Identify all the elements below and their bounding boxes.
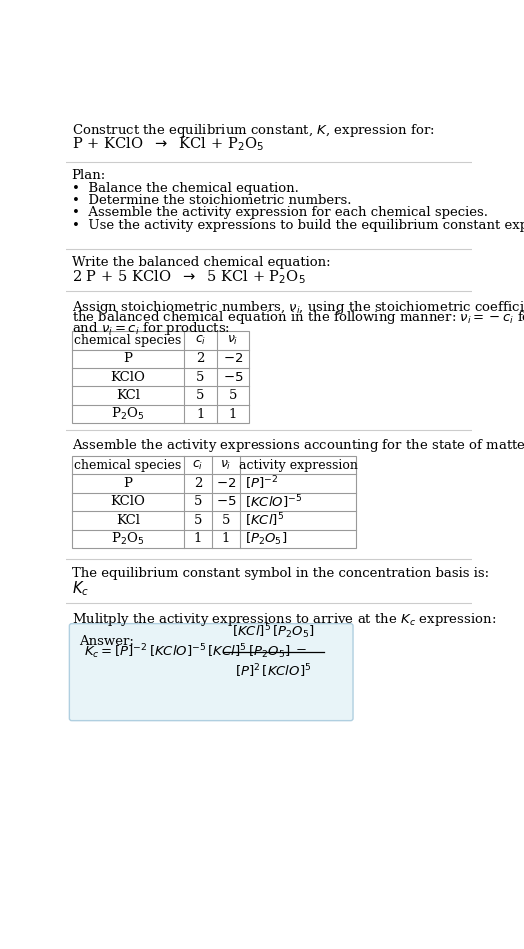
Text: 1: 1 (196, 408, 204, 420)
Text: 5: 5 (228, 389, 237, 402)
Text: P: P (123, 477, 133, 490)
Text: Assign stoichiometric numbers, $\nu_i$, using the stoichiometric coefficients, $: Assign stoichiometric numbers, $\nu_i$, … (72, 299, 524, 316)
Text: 2 P + 5 KClO  $\rightarrow$  5 KCl + P$_2$O$_5$: 2 P + 5 KClO $\rightarrow$ 5 KCl + P$_2$… (72, 269, 305, 287)
Text: $-5$: $-5$ (223, 371, 243, 383)
Text: KCl: KCl (116, 389, 140, 402)
Text: 5: 5 (222, 514, 230, 527)
Text: $-5$: $-5$ (216, 495, 236, 509)
Text: The equilibrium constant symbol in the concentration basis is:: The equilibrium constant symbol in the c… (72, 567, 489, 580)
Text: •  Assemble the activity expression for each chemical species.: • Assemble the activity expression for e… (72, 206, 488, 219)
Text: 1: 1 (228, 408, 237, 420)
Text: $[KClO]^{-5}$: $[KClO]^{-5}$ (245, 493, 302, 511)
Text: $K_c = [P]^{-2}\,[KClO]^{-5}\,[KCl]^5\,[P_2O_5]\; =$: $K_c = [P]^{-2}\,[KClO]^{-5}\,[KCl]^5\,[… (84, 642, 308, 661)
Text: $c_i$: $c_i$ (192, 458, 204, 472)
Text: 1: 1 (222, 532, 230, 546)
Text: $-2$: $-2$ (216, 477, 236, 490)
Text: 5: 5 (196, 371, 204, 383)
Text: and $\nu_i = c_i$ for products:: and $\nu_i = c_i$ for products: (72, 320, 230, 337)
Text: $[P_2O_5]$: $[P_2O_5]$ (245, 530, 287, 547)
Text: •  Use the activity expressions to build the equilibrium constant expression.: • Use the activity expressions to build … (72, 218, 524, 232)
Text: 2: 2 (196, 352, 204, 365)
Text: chemical species: chemical species (74, 458, 181, 472)
Text: $\nu_i$: $\nu_i$ (227, 334, 238, 346)
Text: $[KCl]^5$: $[KCl]^5$ (245, 512, 283, 530)
Text: $K_c$: $K_c$ (72, 579, 89, 598)
Text: $[KCl]^5\,[P_2O_5]$: $[KCl]^5\,[P_2O_5]$ (232, 623, 314, 642)
Text: 5: 5 (194, 495, 202, 509)
Text: Answer:: Answer: (80, 635, 134, 648)
Text: P$_2$O$_5$: P$_2$O$_5$ (111, 406, 145, 422)
Text: $[P]^2\,[KClO]^5$: $[P]^2\,[KClO]^5$ (235, 663, 311, 680)
Text: $\nu_i$: $\nu_i$ (220, 458, 232, 472)
Text: activity expression: activity expression (238, 458, 357, 472)
Text: $c_i$: $c_i$ (195, 334, 206, 346)
FancyBboxPatch shape (69, 623, 353, 720)
Text: chemical species: chemical species (74, 334, 181, 346)
Text: 1: 1 (194, 532, 202, 546)
Text: P + KClO  $\rightarrow$  KCl + P$_2$O$_5$: P + KClO $\rightarrow$ KCl + P$_2$O$_5$ (72, 136, 264, 153)
Text: KCl: KCl (116, 514, 140, 527)
Text: $-2$: $-2$ (223, 352, 243, 365)
Text: 2: 2 (194, 477, 202, 490)
Bar (72, 331, 249, 423)
Bar (72, 456, 356, 549)
Text: KClO: KClO (111, 495, 145, 509)
Text: •  Determine the stoichiometric numbers.: • Determine the stoichiometric numbers. (72, 194, 351, 207)
Text: Mulitply the activity expressions to arrive at the $K_c$ expression:: Mulitply the activity expressions to arr… (72, 610, 496, 627)
Text: KClO: KClO (111, 371, 145, 383)
Text: Plan:: Plan: (72, 169, 106, 182)
Text: P: P (123, 352, 133, 365)
Text: the balanced chemical equation in the following manner: $\nu_i = -c_i$ for react: the balanced chemical equation in the fo… (72, 309, 524, 326)
Text: Write the balanced chemical equation:: Write the balanced chemical equation: (72, 256, 330, 270)
Text: Construct the equilibrium constant, $K$, expression for:: Construct the equilibrium constant, $K$,… (72, 121, 434, 139)
Text: P$_2$O$_5$: P$_2$O$_5$ (111, 530, 145, 547)
Text: Assemble the activity expressions accounting for the state of matter and $\nu_i$: Assemble the activity expressions accoun… (72, 437, 524, 455)
Text: $[P]^{-2}$: $[P]^{-2}$ (245, 474, 278, 493)
Text: 5: 5 (194, 514, 202, 527)
Text: 5: 5 (196, 389, 204, 402)
Text: •  Balance the chemical equation.: • Balance the chemical equation. (72, 181, 299, 195)
